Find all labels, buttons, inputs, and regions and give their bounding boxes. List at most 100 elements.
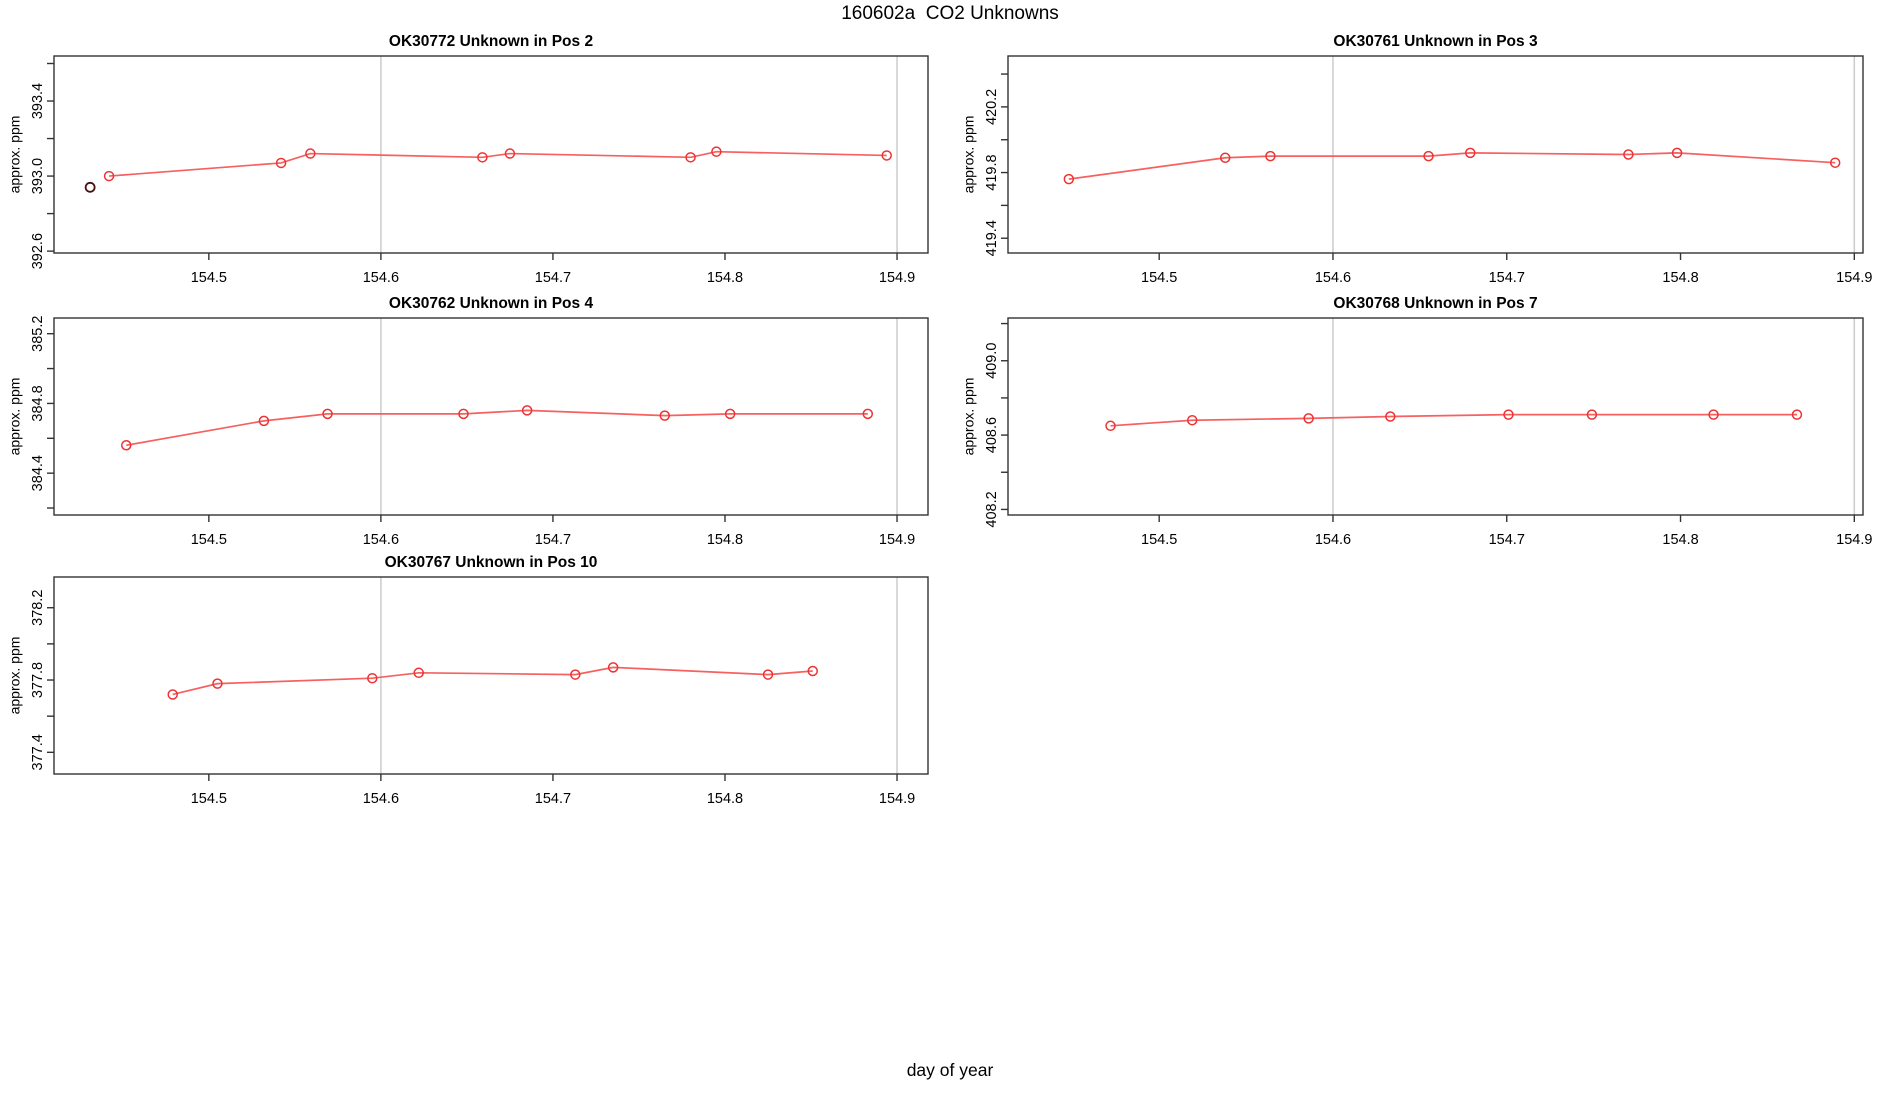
data-point	[1791, 409, 1803, 420]
data-point	[258, 415, 270, 427]
x-tick-label: 154.6	[1315, 532, 1351, 548]
chart-ok30767: OK30767 Unknown in Pos 10 154.5 154.6 154.7…	[7, 554, 929, 807]
y-tick-label: 377.8	[30, 662, 46, 698]
x-tick-label: 154.5	[1141, 532, 1177, 548]
y-tick-label: 393.4	[30, 83, 46, 119]
x-tick-label: 154.8	[707, 270, 743, 286]
data-point	[458, 408, 469, 420]
data-point	[659, 410, 671, 421]
data-point	[103, 170, 115, 182]
x-tick-label: 154.7	[1489, 270, 1525, 286]
data-point	[275, 157, 287, 169]
plot-box	[1007, 55, 1864, 254]
x-tick-label: 154.9	[879, 791, 915, 807]
data-point	[413, 667, 424, 679]
data-point	[711, 146, 722, 157]
y-axis-title: approx. ppm	[7, 116, 23, 194]
x-tick-label: 154.8	[707, 532, 743, 548]
data-point	[724, 408, 736, 420]
data-point	[1708, 409, 1719, 420]
dark-data-point	[84, 181, 96, 193]
y-tick-label: 393.0	[30, 158, 46, 194]
outer-x-axis-title: day of year	[906, 1060, 994, 1080]
data-point	[167, 689, 178, 700]
y-tick-label: 378.2	[30, 590, 46, 626]
y-tick-label: 419.4	[984, 220, 1000, 256]
data-point	[367, 672, 378, 684]
data-point	[521, 405, 533, 416]
data-point	[322, 408, 333, 420]
data-point	[504, 148, 516, 159]
data-point	[685, 152, 696, 163]
data-point	[1219, 152, 1231, 164]
y-tick-label: 419.8	[984, 154, 1000, 190]
data-point	[305, 148, 316, 159]
data-point	[762, 669, 774, 680]
x-tick-label: 154.7	[1489, 532, 1525, 548]
data-point	[1671, 147, 1683, 159]
x-tick-label: 154.6	[1315, 270, 1351, 286]
data-point	[1063, 173, 1075, 185]
data-point	[1303, 413, 1314, 424]
data-point	[1503, 409, 1514, 420]
chart-title: OK30772 Unknown in Pos 2	[389, 33, 593, 50]
data-point	[1265, 150, 1276, 162]
chart-ok30762: OK30762 Unknown in Pos 4 154.5 154.6 154.7 1…	[7, 295, 929, 548]
y-tick-label: 384.8	[30, 385, 46, 421]
x-tick-label: 154.5	[191, 532, 227, 548]
y-axis-title: approx. ppm	[961, 378, 977, 456]
x-tick-label: 154.9	[1836, 532, 1872, 548]
x-tick-label: 154.6	[363, 532, 399, 548]
chart-title: OK30768 Unknown in Pos 7	[1333, 295, 1537, 312]
plot-box	[53, 55, 929, 254]
x-tick-label: 154.8	[1662, 270, 1698, 286]
data-point	[1385, 411, 1396, 422]
data-point	[1423, 150, 1434, 162]
data-point	[1186, 414, 1198, 426]
data-point	[1465, 147, 1476, 159]
y-axis-title: approx. ppm	[961, 116, 977, 194]
data-point	[807, 665, 818, 677]
data-point	[570, 669, 581, 680]
data-point	[1829, 157, 1841, 168]
y-tick-label: 409.0	[984, 343, 1000, 379]
y-tick-label: 377.4	[30, 734, 46, 770]
series-line	[1068, 152, 1836, 180]
series-line	[126, 409, 868, 447]
y-tick-label: 392.6	[30, 233, 46, 269]
x-tick-label: 154.9	[1836, 270, 1872, 286]
chart-ok30761: OK30761 Unknown in Pos 3 154.5 154.6 154.7 1…	[961, 33, 1873, 286]
x-tick-label: 154.6	[363, 791, 399, 807]
chart-title: OK30762 Unknown in Pos 4	[389, 295, 594, 312]
main-title: 160602a CO2 Unknowns	[841, 3, 1059, 24]
y-tick-label: 385.2	[30, 316, 46, 352]
series-line	[172, 666, 813, 696]
data-point	[881, 150, 892, 161]
x-tick-label: 154.7	[535, 532, 571, 548]
chart-ok30768: OK30768 Unknown in Pos 7 154.5 154.6 154.7 1…	[961, 295, 1873, 548]
x-tick-label: 154.6	[363, 270, 399, 286]
data-point	[607, 662, 619, 673]
y-axis-title: approx. ppm	[7, 637, 23, 715]
y-tick-label: 384.4	[30, 455, 46, 491]
data-point	[121, 440, 132, 451]
data-point	[1623, 149, 1634, 160]
x-tick-label: 154.8	[1662, 532, 1698, 548]
chart-ok30772: OK30772 Unknown in Pos 2 154.5 154.6 154.7 1…	[7, 33, 929, 286]
y-tick-label: 420.2	[984, 89, 1000, 125]
data-point	[862, 408, 874, 420]
data-point	[1105, 420, 1116, 432]
x-tick-label: 154.5	[191, 791, 227, 807]
x-tick-label: 154.9	[879, 532, 915, 548]
x-tick-label: 154.9	[879, 270, 915, 286]
y-tick-label: 408.6	[984, 417, 1000, 453]
series-line	[1110, 413, 1797, 427]
x-tick-label: 154.7	[535, 791, 571, 807]
plot-box	[1007, 317, 1864, 516]
x-tick-label: 154.5	[1141, 270, 1177, 286]
data-point	[1586, 409, 1598, 420]
data-point	[212, 678, 223, 689]
y-axis-title: approx. ppm	[7, 378, 23, 456]
